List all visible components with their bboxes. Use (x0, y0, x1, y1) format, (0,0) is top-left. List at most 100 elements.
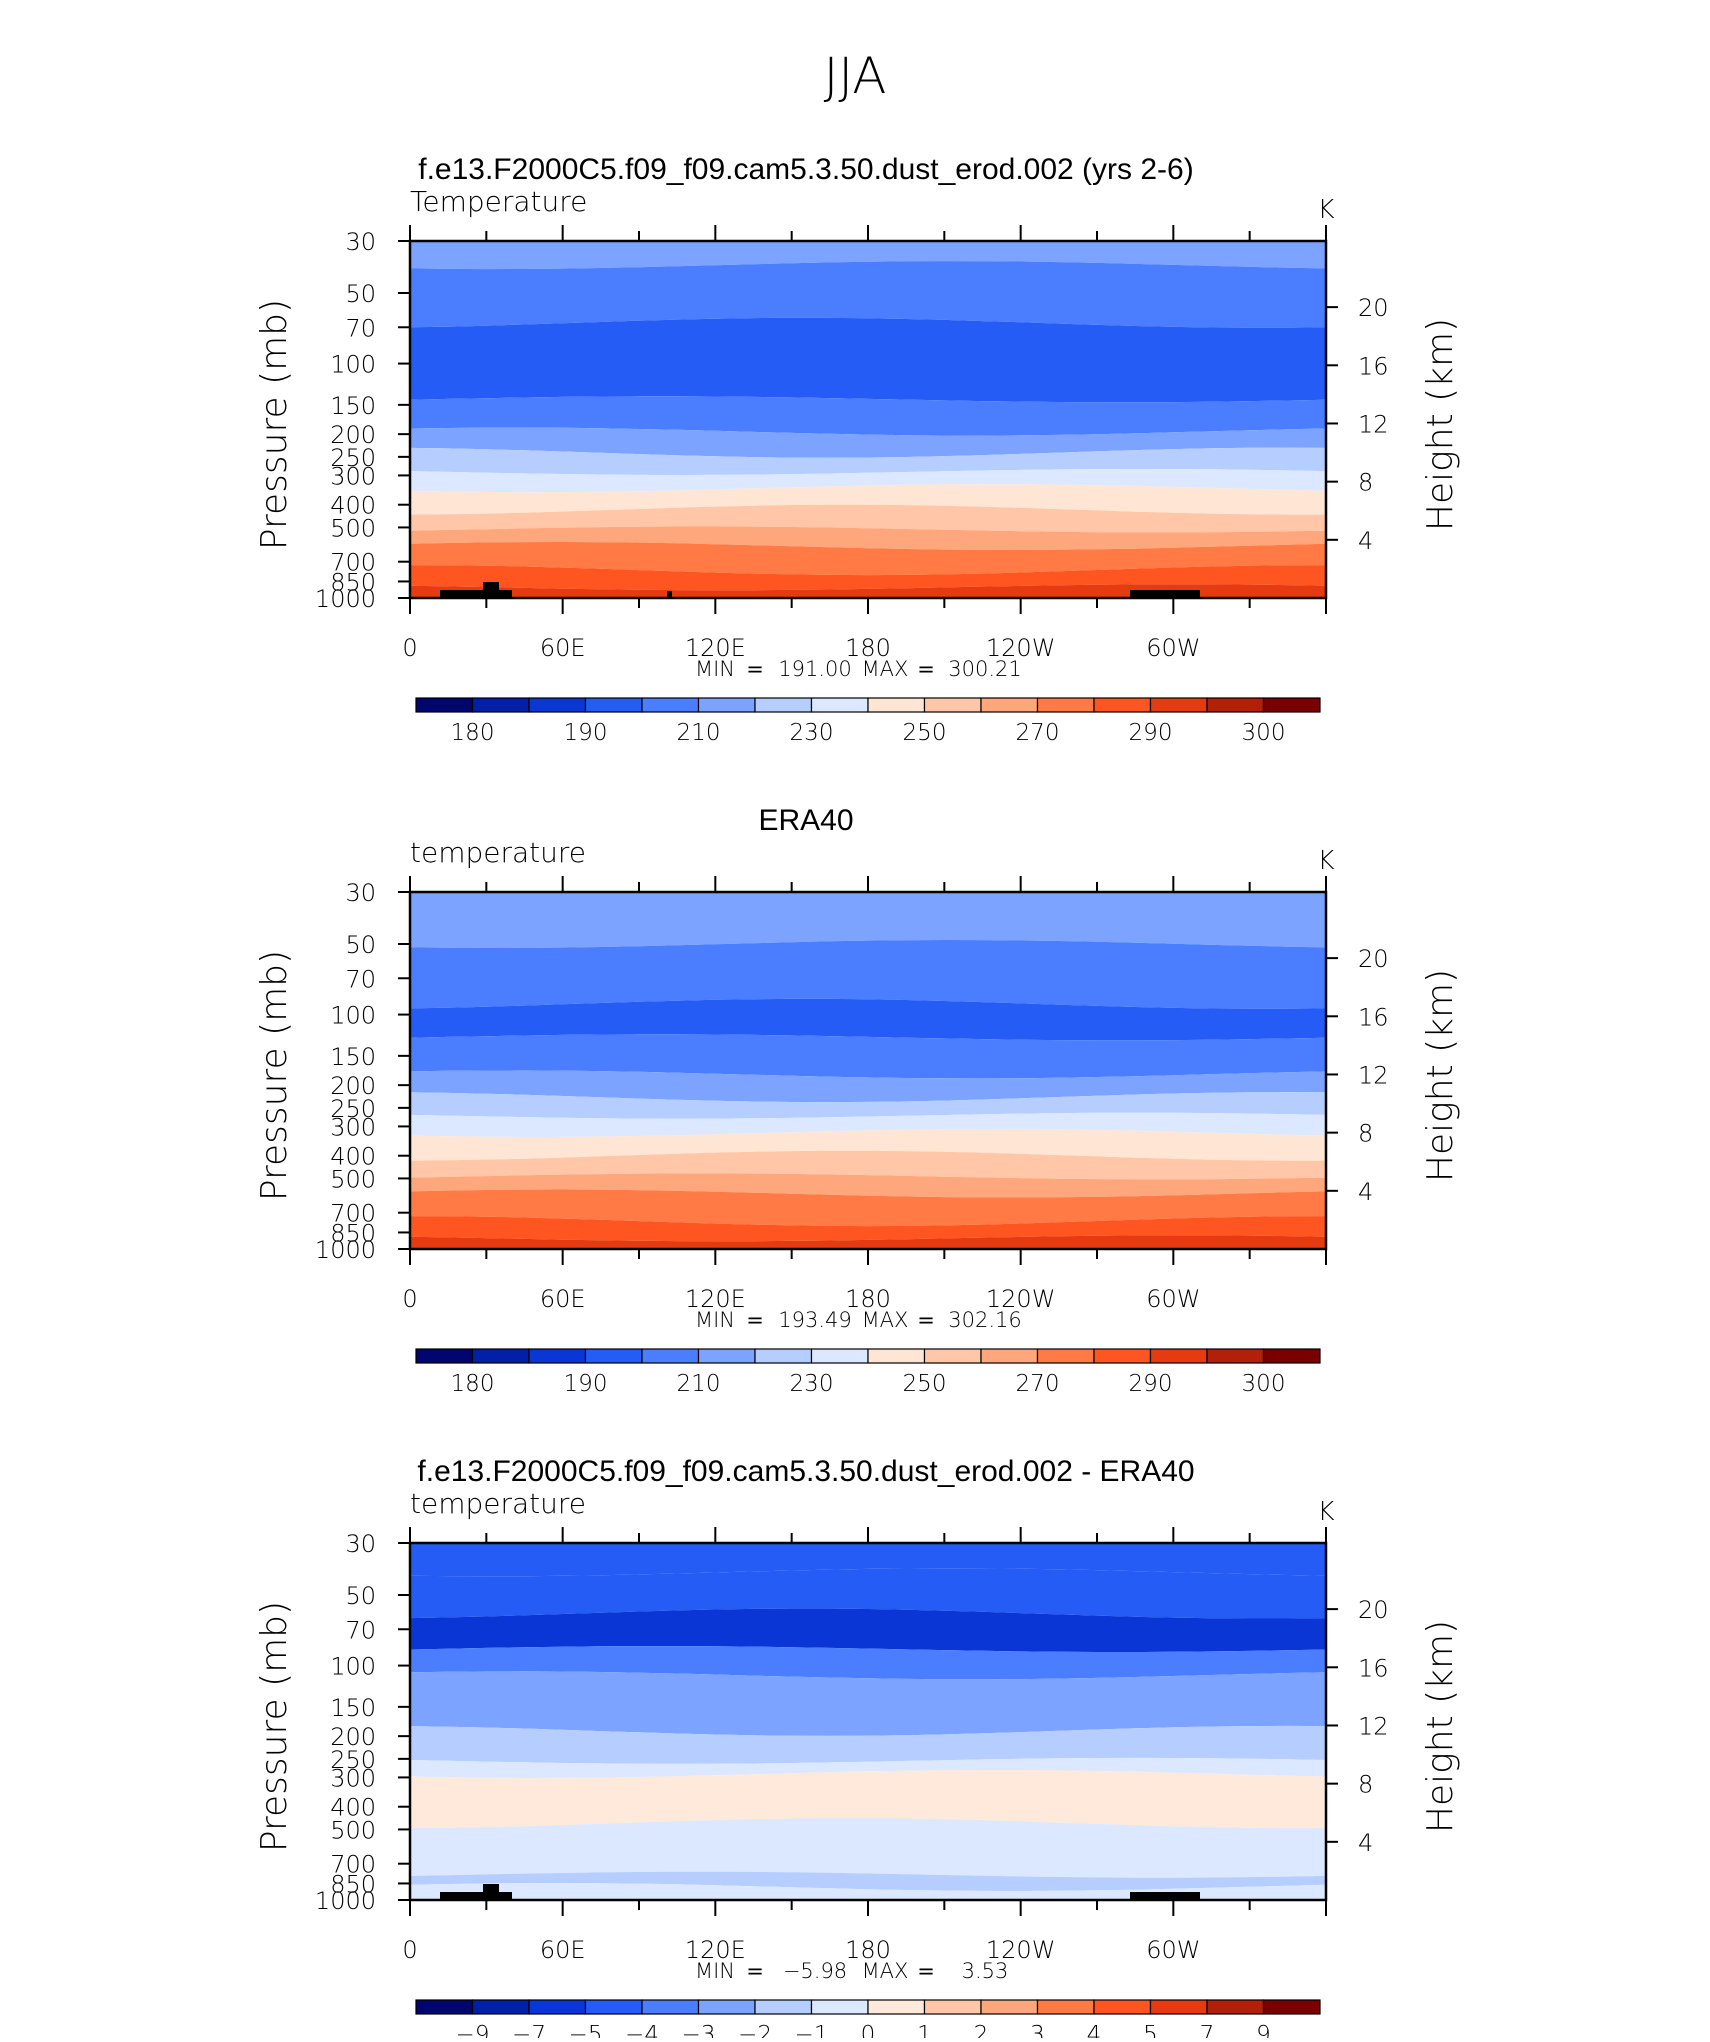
colorbar-label: 290 (1129, 1371, 1173, 1397)
y-tick-label: 200 (330, 1723, 376, 1751)
panel-title: f.e13.F2000C5.f09_f09.cam5.3.50.dust_ero… (417, 1455, 1194, 1488)
colorbar-label: −4 (625, 2022, 659, 2038)
contour-band (410, 1216, 1326, 1242)
y-tick-label: 250 (330, 1746, 376, 1774)
colorbar-label: 180 (451, 1371, 495, 1397)
colorbar-swatch (754, 1999, 813, 2015)
colorbar-swatch (754, 697, 813, 713)
colorbar-label: 210 (677, 1371, 721, 1397)
x-tick-label: 120W (986, 1936, 1056, 1964)
contour-band (410, 1725, 1326, 1764)
contour-band (410, 1818, 1326, 1878)
terrain-mask (440, 1884, 1200, 1900)
right-y-tick-label: 8 (1358, 1771, 1373, 1799)
y-tick-label: 150 (330, 392, 376, 420)
colorbar (415, 1348, 1321, 1364)
colorbar-label: 270 (1016, 720, 1060, 746)
y-tick-label: 500 (330, 514, 376, 542)
y-tick-label: 850 (330, 1870, 376, 1898)
terrain-mask (440, 582, 1200, 598)
contour-band (410, 1129, 1326, 1161)
colorbar-swatch (528, 1348, 587, 1364)
colorbar-swatch (1262, 1999, 1321, 2015)
contour-fill (410, 892, 1326, 1249)
colorbar-swatch (980, 697, 1039, 713)
panel-left-label: Temperature (410, 185, 587, 218)
colorbar-label: 190 (564, 720, 608, 746)
y-tick-label: 70 (345, 965, 376, 993)
colorbar (415, 1999, 1321, 2015)
colorbar-swatch (528, 697, 587, 713)
contour-band (410, 1070, 1326, 1103)
colorbar-swatch (923, 1348, 982, 1364)
contour-band (410, 526, 1326, 550)
min-value: −5.98 (783, 1959, 847, 1983)
max-label: MAX (862, 1959, 909, 1983)
colorbar-swatch (810, 697, 869, 713)
y-tick-label: 850 (330, 568, 376, 596)
contour-band (410, 998, 1326, 1041)
colorbar-label: −7 (512, 2022, 546, 2038)
x-tick-label: 120W (986, 634, 1056, 662)
colorbar-swatch (471, 1348, 530, 1364)
y-axis-title: Pressure (mb) (254, 950, 295, 1201)
colorbar-swatch (1262, 1348, 1321, 1364)
panel-units-label: K (1317, 846, 1334, 876)
colorbar-swatch (1036, 697, 1095, 713)
y-tick-label: 700 (330, 549, 376, 577)
colorbar-label: 290 (1129, 720, 1173, 746)
equals-sign: = (746, 1308, 764, 1332)
colorbar-swatch (528, 1999, 587, 2015)
y-tick-label: 500 (330, 1165, 376, 1193)
x-tick-label: 0 (402, 1285, 417, 1313)
contour-band (410, 1092, 1326, 1119)
min-value: 191.00 (778, 657, 851, 681)
right-y-tick-label: 20 (1358, 294, 1389, 322)
right-y-tick-label: 12 (1358, 1061, 1389, 1089)
colorbar-label: 190 (564, 1371, 608, 1397)
terrain-block (440, 1892, 512, 1900)
colorbar-swatch (923, 697, 982, 713)
y-tick-label: 30 (345, 228, 376, 256)
colorbar-swatch (697, 1999, 756, 2015)
x-tick-label: 180 (845, 1936, 891, 1964)
contour-band (410, 1150, 1326, 1180)
contour-band (410, 940, 1326, 1009)
x-tick-label: 120E (685, 1285, 746, 1313)
equals-sign: = (917, 1959, 935, 1983)
colorbar-swatch (980, 1348, 1039, 1364)
y-tick-label: 100 (330, 1002, 376, 1030)
contour-band (410, 1883, 1326, 1900)
max-label: MAX (862, 657, 909, 681)
colorbar-swatch (1149, 1999, 1208, 2015)
contour-band (410, 241, 1326, 270)
y-tick-label: 50 (345, 931, 376, 959)
right-y-axis-title: Height (km) (1420, 969, 1461, 1182)
contour-band (410, 261, 1326, 328)
colorbar-label: 300 (1242, 720, 1286, 746)
colorbar-swatch (1036, 1348, 1095, 1364)
panel-1: f.e13.F2000C5.f09_f09.cam5.3.50.dust_ero… (254, 153, 1461, 746)
y-tick-label: 300 (330, 1764, 376, 1792)
y-tick-label: 250 (330, 1095, 376, 1123)
colorbar-swatch (471, 1999, 530, 2015)
contour-band (410, 427, 1326, 458)
right-y-tick-label: 12 (1358, 1712, 1389, 1740)
y-tick-label: 400 (330, 1794, 376, 1822)
colorbar-label: 180 (451, 720, 495, 746)
panel-3: f.e13.F2000C5.f09_f09.cam5.3.50.dust_ero… (254, 1455, 1461, 2042)
colorbar-label: 7 (1200, 2022, 1215, 2038)
contour-band (410, 447, 1326, 475)
colorbar-swatch (923, 1999, 982, 2015)
x-tick-label: 60E (540, 1936, 586, 1964)
right-y-axis-title: Height (km) (1420, 1620, 1461, 1833)
y-tick-label: 500 (330, 1816, 376, 1844)
colorbar-label: −3 (682, 2022, 716, 2038)
colorbar-swatch (584, 1999, 643, 2015)
right-y-tick-label: 8 (1358, 1120, 1373, 1148)
x-tick-label: 120W (986, 1285, 1056, 1313)
colorbar-swatch (1149, 1348, 1208, 1364)
contour-band (410, 1671, 1326, 1736)
colorbar-swatch (697, 1348, 756, 1364)
